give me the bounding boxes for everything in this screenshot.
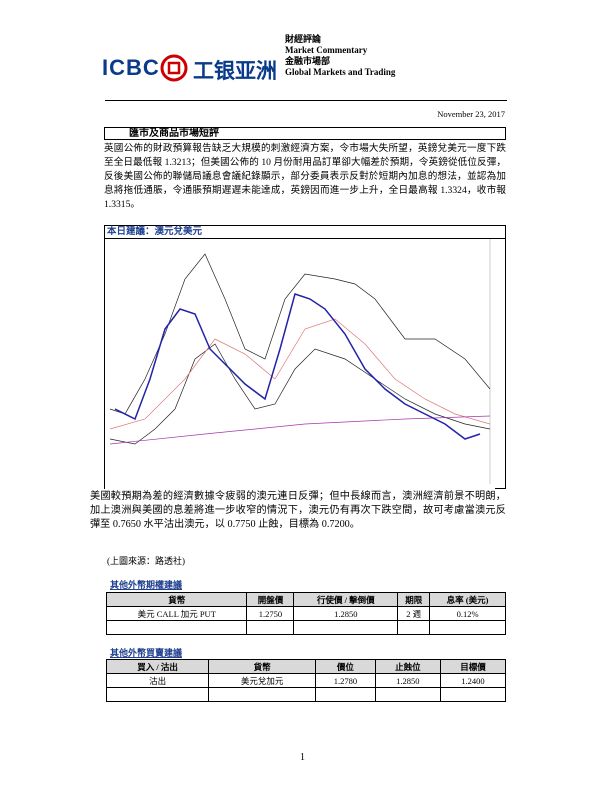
paragraph: 美國較預期為差的經濟數據令疲弱的澳元連日反彈；但中長線而言，澳洲經濟前景不明朗，… <box>90 491 506 530</box>
th: 價位 <box>314 659 376 674</box>
td: 0.12% <box>429 606 506 621</box>
header-line: 財經評論 <box>285 34 322 44</box>
th: 貨幣 <box>105 592 248 607</box>
logo-icon <box>160 54 188 82</box>
td: 1.2750 <box>246 606 295 621</box>
td: 沽出 <box>105 673 210 688</box>
th: 買入 / 沽出 <box>105 659 210 674</box>
date: November 23, 2017 <box>437 109 505 119</box>
recommendation-title: 本日建議：澳元兌美元 <box>105 226 505 239</box>
header-line: Market Commentary <box>285 45 368 55</box>
trading-table: 買入 / 沽出 貨幣 價位 止蝕位 目標價 沽出 美元兌加元 1.2780 1.2850 1.2… <box>105 659 507 702</box>
td: 1.2850 <box>293 606 399 621</box>
table-title: 其他外幣買賣建議 <box>110 648 183 658</box>
th: 行使價 / 擊倒價 <box>293 592 399 607</box>
td: 1.2850 <box>374 673 441 688</box>
page-number: 1 <box>300 752 305 763</box>
td: 2 週 <box>397 606 431 621</box>
table-title: 其他外幣期權建議 <box>110 580 183 590</box>
td: 美元 CALL 加元 PUT <box>105 606 248 621</box>
td: 1.2780 <box>314 673 376 688</box>
th: 息率 (美元) <box>429 592 506 607</box>
chart-image <box>105 239 495 489</box>
th: 目標價 <box>439 659 507 674</box>
options-table: 貨幣 開盤價 行使價 / 擊倒價 期限 息率 (美元) 美元 CALL 加元 PUT 1.… <box>105 592 506 635</box>
chart-box: 本日建議：澳元兌美元 <box>104 225 506 489</box>
section-title: 匯市及商品市場短評 <box>104 127 506 140</box>
th: 止蝕位 <box>374 659 441 674</box>
source: (上圖來源：路透社) <box>107 556 185 566</box>
paragraph: 英國公佈的財政預算報告缺乏大規模的刺激經濟方案，令市場大失所望，英鎊兌美元一度下… <box>104 143 506 210</box>
logo-cn: 工银亚洲 <box>193 59 277 83</box>
th: 貨幣 <box>208 659 316 674</box>
td: 1.2400 <box>439 673 507 688</box>
td: 美元兌加元 <box>208 673 316 688</box>
header-line: Global Markets and Trading <box>285 67 396 77</box>
logo-latin: ICBC <box>102 55 160 80</box>
header-line: 金融市場部 <box>285 56 331 66</box>
th: 期限 <box>397 592 431 607</box>
divider <box>105 100 507 101</box>
th: 開盤價 <box>246 592 295 607</box>
